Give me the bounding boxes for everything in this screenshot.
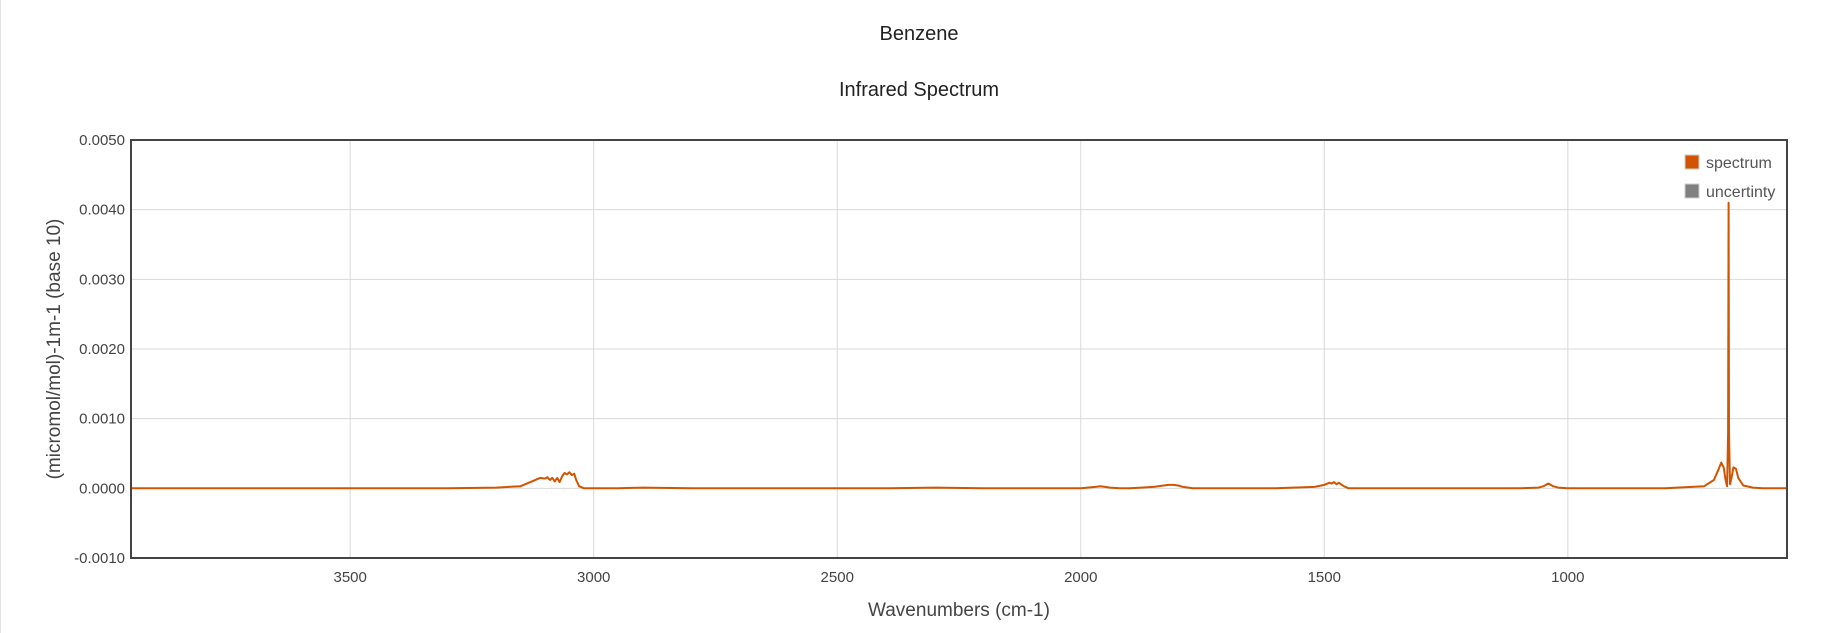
axis-ticks: -0.0010 0.0000 0.0010 0.0020 0.0030 0.0040 0.0… [74, 132, 1584, 586]
legend[interactable]: spectrum uncertinty [1684, 154, 1775, 201]
plot-frame [130, 139, 1788, 559]
x-tick-label: 1500 [1308, 569, 1341, 586]
legend-item-uncertinty[interactable]: uncertinty [1684, 183, 1775, 201]
y-tick-label: 0.0050 [79, 132, 125, 149]
legend-item-spectrum[interactable]: spectrum [1684, 154, 1772, 172]
y-tick-label: 0.0000 [79, 480, 125, 497]
x-tick-label: 2500 [821, 569, 854, 586]
x-tick-label: 2000 [1064, 569, 1097, 586]
series-lines [131, 201, 1787, 490]
legend-label: uncertinty [1706, 184, 1775, 201]
series-line-spectrum [131, 201, 1787, 490]
x-tick-label: 3000 [577, 569, 610, 586]
y-tick-label: 0.0020 [79, 341, 125, 358]
x-tick-label: 3500 [333, 569, 366, 586]
x-axis-label: Wavenumbers (cm-1) [868, 600, 1050, 621]
y-tick-label: 0.0010 [79, 411, 125, 428]
legend-swatch [1684, 154, 1700, 170]
y-tick-label: 0.0030 [79, 271, 125, 288]
legend-swatch [1684, 183, 1700, 199]
y-tick-label: 0.0040 [79, 202, 125, 219]
y-tick-label: -0.0010 [74, 550, 125, 567]
chart-subtitle: Infrared Spectrum [839, 79, 999, 101]
y-axis-label: (micromol/mol)-1m-1 (base 10) [44, 219, 65, 480]
x-tick-label: 1000 [1551, 569, 1584, 586]
grid-lines [131, 139, 1787, 559]
chart-title: Benzene [880, 23, 959, 45]
left-border [0, 0, 1, 633]
legend-label: spectrum [1706, 155, 1772, 172]
